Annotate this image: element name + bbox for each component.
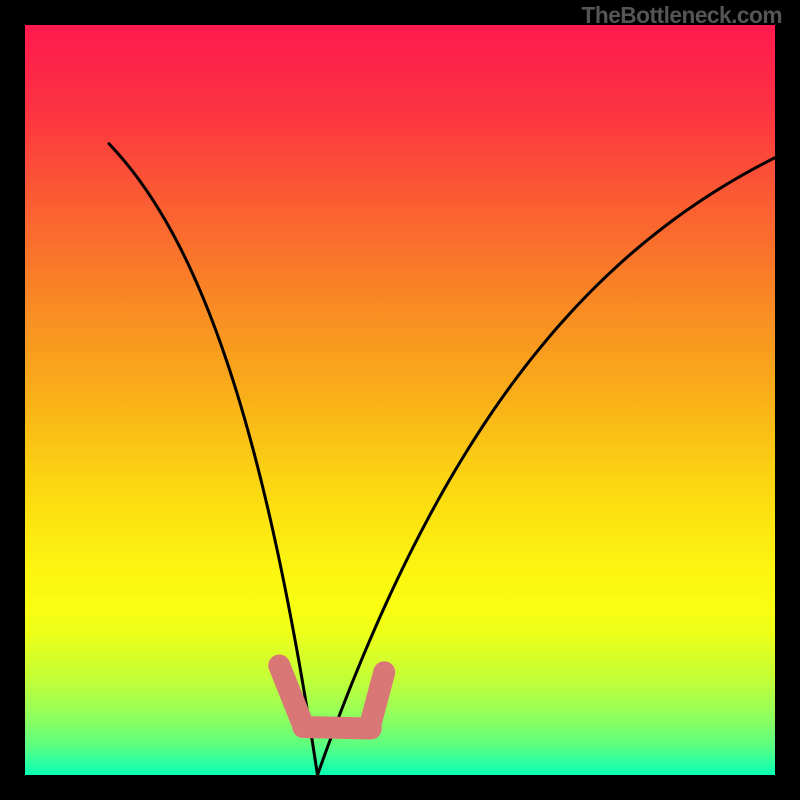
watermark-text: TheBottleneck.com bbox=[582, 2, 782, 29]
gradient-background bbox=[25, 25, 775, 775]
bottleneck-chart bbox=[25, 25, 775, 775]
chart-frame: TheBottleneck.com bbox=[0, 0, 800, 800]
